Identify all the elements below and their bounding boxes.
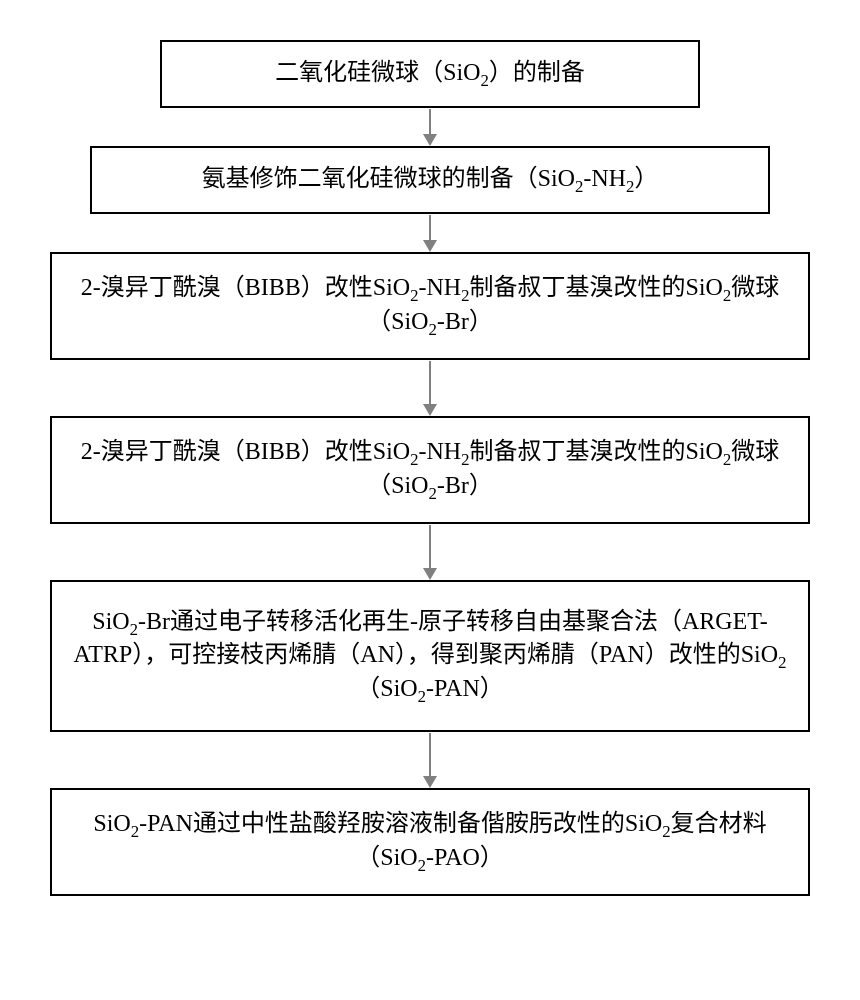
flow-box: 二氧化硅微球（SiO2）的制备 [160, 40, 700, 108]
diagram-container: 二氧化硅微球（SiO2）的制备氨基修饰二氧化硅微球的制备（SiO2-NH2） 2-… [0, 0, 860, 1000]
flow-box-text: 氨基修饰二氧化硅微球的制备（SiO2-NH2） [92, 163, 768, 197]
flow-box: 2-溴异丁酰溴（BIBB）改性SiO2-NH2制备叔丁基溴改性的SiO2微球（S… [50, 252, 810, 360]
flow-arrow [423, 360, 437, 416]
arrow-line [429, 525, 431, 569]
flow-box: 氨基修饰二氧化硅微球的制备（SiO2-NH2） [90, 146, 770, 214]
arrow-line [429, 361, 431, 405]
arrow-head-icon [423, 134, 437, 146]
arrow-head-icon [423, 404, 437, 416]
flow-box-text: 2-溴异丁酰溴（BIBB）改性SiO2-NH2制备叔丁基溴改性的SiO2微球（S… [52, 436, 808, 503]
flow-arrow [423, 214, 437, 252]
flow-arrow [423, 732, 437, 788]
arrow-head-icon [423, 240, 437, 252]
flow-box-text: SiO2-Br通过电子转移活化再生-原子转移自由基聚合法（ARGET-ATRP）… [52, 606, 808, 707]
arrow-head-icon [423, 568, 437, 580]
flow-box: SiO2-PAN通过中性盐酸羟胺溶液制备偕胺肟改性的SiO2复合材料（SiO2-… [50, 788, 810, 896]
arrow-line [429, 109, 431, 135]
flow-box: SiO2-Br通过电子转移活化再生-原子转移自由基聚合法（ARGET-ATRP）… [50, 580, 810, 732]
arrow-line [429, 215, 431, 241]
arrow-line [429, 733, 431, 777]
flow-box-text: 2-溴异丁酰溴（BIBB）改性SiO2-NH2制备叔丁基溴改性的SiO2微球（S… [52, 272, 808, 339]
flowchart: 二氧化硅微球（SiO2）的制备氨基修饰二氧化硅微球的制备（SiO2-NH2） 2-… [0, 40, 860, 896]
flow-box: 2-溴异丁酰溴（BIBB）改性SiO2-NH2制备叔丁基溴改性的SiO2微球（S… [50, 416, 810, 524]
flow-box-text: SiO2-PAN通过中性盐酸羟胺溶液制备偕胺肟改性的SiO2复合材料（SiO2-… [52, 808, 808, 875]
flow-arrow [423, 524, 437, 580]
flow-arrow [423, 108, 437, 146]
arrow-head-icon [423, 776, 437, 788]
flow-box-text: 二氧化硅微球（SiO2）的制备 [162, 57, 698, 91]
